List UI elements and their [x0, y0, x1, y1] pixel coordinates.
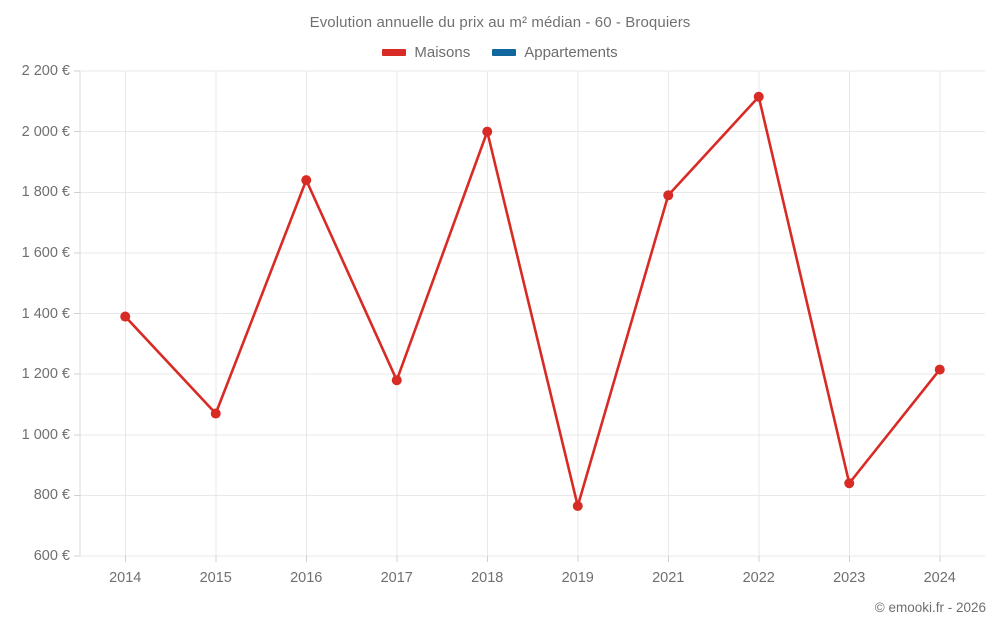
data-point-maisons[interactable]	[482, 126, 493, 137]
gridlines	[74, 70, 985, 562]
credit-text: © emooki.fr - 2026	[874, 600, 986, 615]
legend-swatch-maisons	[382, 49, 407, 56]
data-point-maisons[interactable]	[120, 311, 131, 322]
chart-title: Evolution annuelle du prix au m² médian …	[309, 14, 691, 31]
data-point-maisons[interactable]	[210, 408, 221, 419]
data-point-maisons[interactable]	[572, 500, 583, 511]
legend-label-appartements: Appartements	[524, 44, 618, 61]
data-point-maisons[interactable]	[301, 175, 312, 186]
series-layer	[120, 91, 945, 511]
data-point-maisons[interactable]	[844, 478, 855, 489]
data-point-maisons[interactable]	[663, 190, 674, 201]
legend-item-appartements[interactable]: Appartements	[492, 44, 618, 61]
legend-swatch-appartements	[492, 49, 517, 56]
legend-item-maisons[interactable]: Maisons	[382, 44, 470, 61]
data-point-maisons[interactable]	[934, 364, 945, 375]
chart-legend: Maisons Appartements	[0, 44, 1000, 61]
data-point-maisons[interactable]	[753, 91, 764, 102]
legend-label-maisons: Maisons	[414, 44, 471, 61]
series-line-maisons	[123, 95, 942, 508]
data-point-maisons[interactable]	[391, 375, 402, 386]
